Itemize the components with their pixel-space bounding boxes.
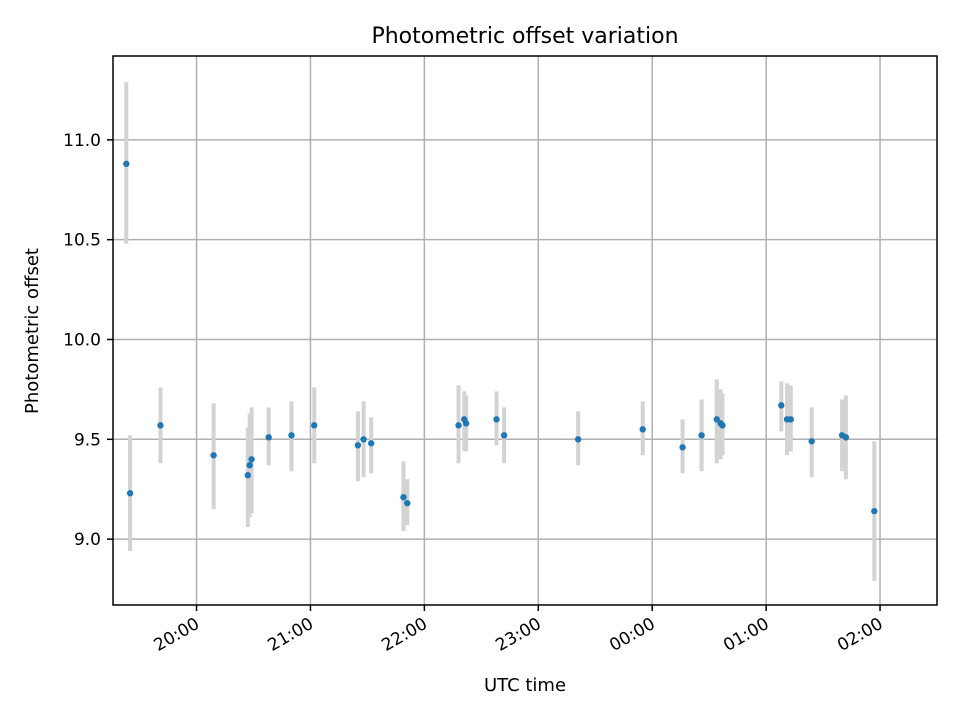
data-point — [842, 434, 850, 441]
data-points — [123, 160, 878, 515]
chart-title: Photometric offset variation — [371, 24, 678, 49]
data-point — [698, 432, 705, 439]
data-point — [126, 490, 134, 497]
y-tick-label: 10.0 — [63, 330, 101, 350]
data-point — [639, 426, 646, 433]
data-point — [462, 420, 470, 427]
y-tick-label: 10.5 — [63, 231, 101, 251]
data-point — [246, 462, 253, 469]
data-point — [210, 452, 217, 459]
data-point — [311, 422, 318, 429]
data-point — [787, 416, 795, 423]
data-point — [719, 422, 726, 429]
data-point — [493, 416, 500, 423]
data-point — [244, 472, 252, 479]
data-point — [368, 440, 375, 447]
data-point — [871, 507, 878, 515]
data-point — [248, 456, 255, 463]
data-point — [288, 432, 295, 439]
data-point — [500, 432, 508, 439]
grid-lines — [113, 56, 937, 605]
data-point — [354, 442, 362, 449]
data-point — [574, 436, 582, 443]
data-point — [265, 434, 272, 441]
plot-frame — [112, 55, 938, 606]
y-tick-label: 9.0 — [74, 530, 101, 550]
y-axis-label: Photometric offset — [22, 248, 43, 414]
data-point — [679, 444, 686, 451]
y-tick-label: 9.5 — [74, 430, 101, 450]
data-point — [713, 416, 720, 423]
x-axis-label: UTC time — [484, 675, 566, 696]
data-point — [778, 402, 785, 409]
data-point — [400, 493, 407, 501]
y-tick-label: 11.0 — [63, 131, 101, 151]
data-point — [455, 422, 462, 429]
data-point — [404, 499, 411, 507]
data-point — [360, 436, 367, 443]
data-point — [157, 422, 164, 429]
data-point — [808, 438, 815, 445]
data-point — [123, 160, 130, 168]
